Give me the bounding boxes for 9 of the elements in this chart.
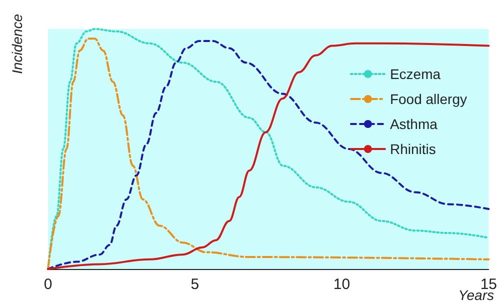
y-axis-title: Incidence bbox=[9, 14, 25, 74]
legend-label: Eczema bbox=[390, 66, 441, 82]
legend-label: Food allergy bbox=[390, 91, 468, 107]
legend-label: Rhinitis bbox=[390, 141, 436, 157]
x-tick-label: 15 bbox=[480, 276, 497, 293]
x-tick-label: 10 bbox=[333, 276, 350, 293]
legend-label: Asthma bbox=[390, 116, 438, 132]
x-tick-label: 5 bbox=[190, 276, 200, 293]
x-tick-label: 0 bbox=[44, 276, 52, 293]
